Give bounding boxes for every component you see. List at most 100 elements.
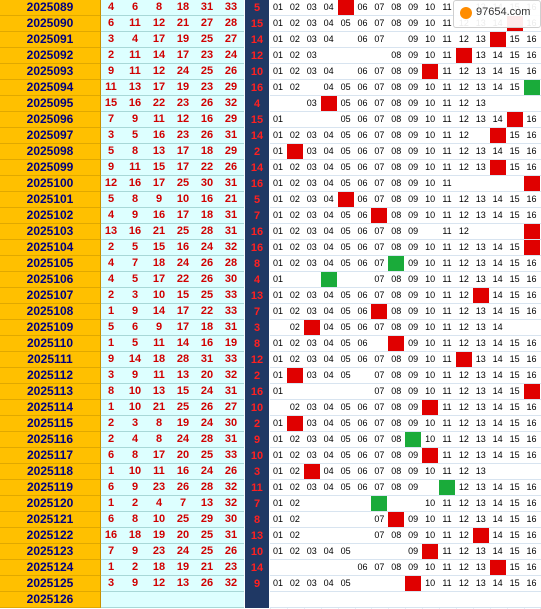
blue-distribution-cell: 09	[408, 226, 419, 236]
issue-number: 2025107	[0, 288, 101, 304]
blue-distribution-cell: 02	[289, 162, 300, 172]
blue-distribution-cell: 14	[492, 482, 503, 492]
blue-distribution-cell: 07	[374, 274, 385, 284]
blue-distribution-cell	[355, 544, 371, 559]
blue-distribution-cell: 08	[391, 306, 402, 316]
red-ball-number: 24	[200, 465, 214, 477]
blue-distribution-cell: 11	[442, 450, 452, 460]
red-ball-number: 28	[224, 17, 238, 29]
blue-distribution-cell: 09	[408, 178, 419, 188]
red-ball-number: 2	[107, 241, 115, 253]
blue-distribution-cell	[456, 592, 472, 607]
blue-distribution-cell	[490, 464, 506, 479]
issue-number: 2025119	[0, 480, 101, 496]
red-ball-number: 5	[131, 273, 139, 285]
red-ball-number: 11	[153, 337, 165, 349]
blue-distribution-cell: 09	[408, 258, 419, 268]
blue-distribution: 03 05 06 07 08 09 10 11 12 13	[270, 96, 541, 112]
blue-distribution-cell: 05	[340, 546, 351, 556]
blue-distribution-cell: 08	[391, 194, 402, 204]
blue-distribution-cell: 03	[306, 34, 317, 44]
blue-ball-number: 2	[245, 144, 269, 160]
blue-distribution-cell: 09	[408, 466, 419, 476]
blue-distribution-cell: 10	[425, 274, 436, 284]
red-ball-number: 16	[200, 337, 214, 349]
blue-distribution-cell: 05	[340, 402, 351, 412]
blue-distribution-cell: 10	[425, 354, 436, 364]
red-ball-number: 16	[104, 529, 118, 541]
blue-ball-number: 9	[245, 576, 269, 592]
red-ball-number: 23	[176, 129, 190, 141]
blue-distribution-cell: 06	[357, 194, 368, 204]
blue-distribution-cell: 09	[408, 546, 419, 556]
blue-distribution-cell: 10	[425, 50, 436, 60]
blue-distribution-cell: 02	[289, 258, 300, 268]
blue-distribution-cell	[338, 48, 354, 63]
blue-distribution-cell: 08	[391, 226, 402, 236]
blue-distribution-cell	[473, 128, 489, 143]
blue-distribution: 01 05 06 07 08 09 10 11 12 13 14 16	[270, 112, 541, 128]
blue-distribution-cell: 11	[442, 306, 452, 316]
blue-distribution-cell	[507, 320, 523, 335]
red-ball-number: 16	[128, 97, 142, 109]
blue-hit-marker	[439, 480, 455, 495]
blue-distribution: 06 07 08 09 10 11 12 13 15 16	[270, 560, 541, 576]
blue-distribution-cell: 01	[272, 354, 283, 364]
blue-distribution-cell: 07	[374, 226, 385, 236]
blue-distribution-cell: 16	[526, 34, 537, 44]
blue-distribution-cell: 03	[306, 290, 317, 300]
blue-hit-marker	[303, 464, 320, 479]
blue-distribution-cell: 04	[323, 242, 334, 252]
blue-distribution-cell: 11	[442, 386, 452, 396]
blue-distribution-cell: 01	[272, 258, 283, 268]
blue-distribution-cell: 06	[357, 290, 368, 300]
blue-distribution: 02 03 04 05 06 07 08 09 11 12 13 14 15 16	[270, 400, 541, 416]
blue-distribution-cell: 13	[475, 114, 486, 124]
blue-distribution-cell: 09	[408, 418, 419, 428]
red-ball-number: 23	[200, 81, 214, 93]
blue-distribution-cell: 09	[408, 514, 419, 524]
blue-distribution-cell: 01	[272, 418, 283, 428]
blue-distribution-cell: 02	[289, 290, 300, 300]
blue-ball-number: 2	[245, 416, 269, 432]
blue-distribution: 01 07 08 09 10 11 12 13 14 15 16	[270, 272, 541, 288]
blue-distribution-cell: 13	[475, 402, 486, 412]
red-ball-number: 19	[176, 561, 190, 573]
issue-number: 2025097	[0, 128, 101, 144]
red-ball-number: 12	[104, 177, 118, 189]
blue-distribution-cell: 16	[526, 546, 537, 556]
blue-distribution-cell: 16	[526, 562, 537, 572]
blue-ball-number: 7	[245, 304, 269, 320]
blue-distribution-cell	[355, 496, 371, 511]
blue-distribution-cell: 05	[340, 242, 351, 252]
red-ball-number: 9	[131, 369, 139, 381]
blue-distribution-cell: 01	[272, 338, 283, 348]
blue-distribution-cell	[490, 96, 506, 111]
blue-distribution-cell: 03	[306, 370, 317, 380]
blue-distribution-cell: 10	[425, 290, 436, 300]
blue-distribution-cell: 04	[323, 34, 334, 44]
issue-number: 2025116	[0, 432, 101, 448]
red-ball-number: 10	[128, 401, 142, 413]
blue-distribution-cell: 08	[391, 322, 402, 332]
red-balls-group: 2 3 8 19 24 30	[101, 416, 244, 432]
red-ball-number: 12	[176, 113, 190, 125]
blue-distribution-cell	[270, 320, 286, 335]
blue-distribution-cell: 01	[272, 466, 283, 476]
blue-ball-number: 10	[245, 448, 269, 464]
blue-hit-marker	[455, 48, 472, 63]
blue-distribution-cell: 01	[272, 546, 283, 556]
red-ball-number: 22	[152, 97, 166, 109]
blue-distribution-cell: 16	[526, 114, 537, 124]
blue-hit-marker	[472, 288, 489, 303]
blue-distribution-cell: 04	[323, 306, 334, 316]
blue-distribution-cell: 04	[323, 18, 334, 28]
red-ball-number: 23	[176, 97, 190, 109]
blue-distribution-cell: 02	[289, 354, 300, 364]
blue-distribution-cell	[321, 48, 337, 63]
issue-number: 2025093	[0, 64, 101, 80]
blue-ball-number: 8	[245, 256, 269, 272]
blue-distribution-cell: 12	[458, 498, 469, 508]
blue-distribution-cell: 10	[425, 194, 436, 204]
blue-distribution-cell	[524, 96, 540, 111]
